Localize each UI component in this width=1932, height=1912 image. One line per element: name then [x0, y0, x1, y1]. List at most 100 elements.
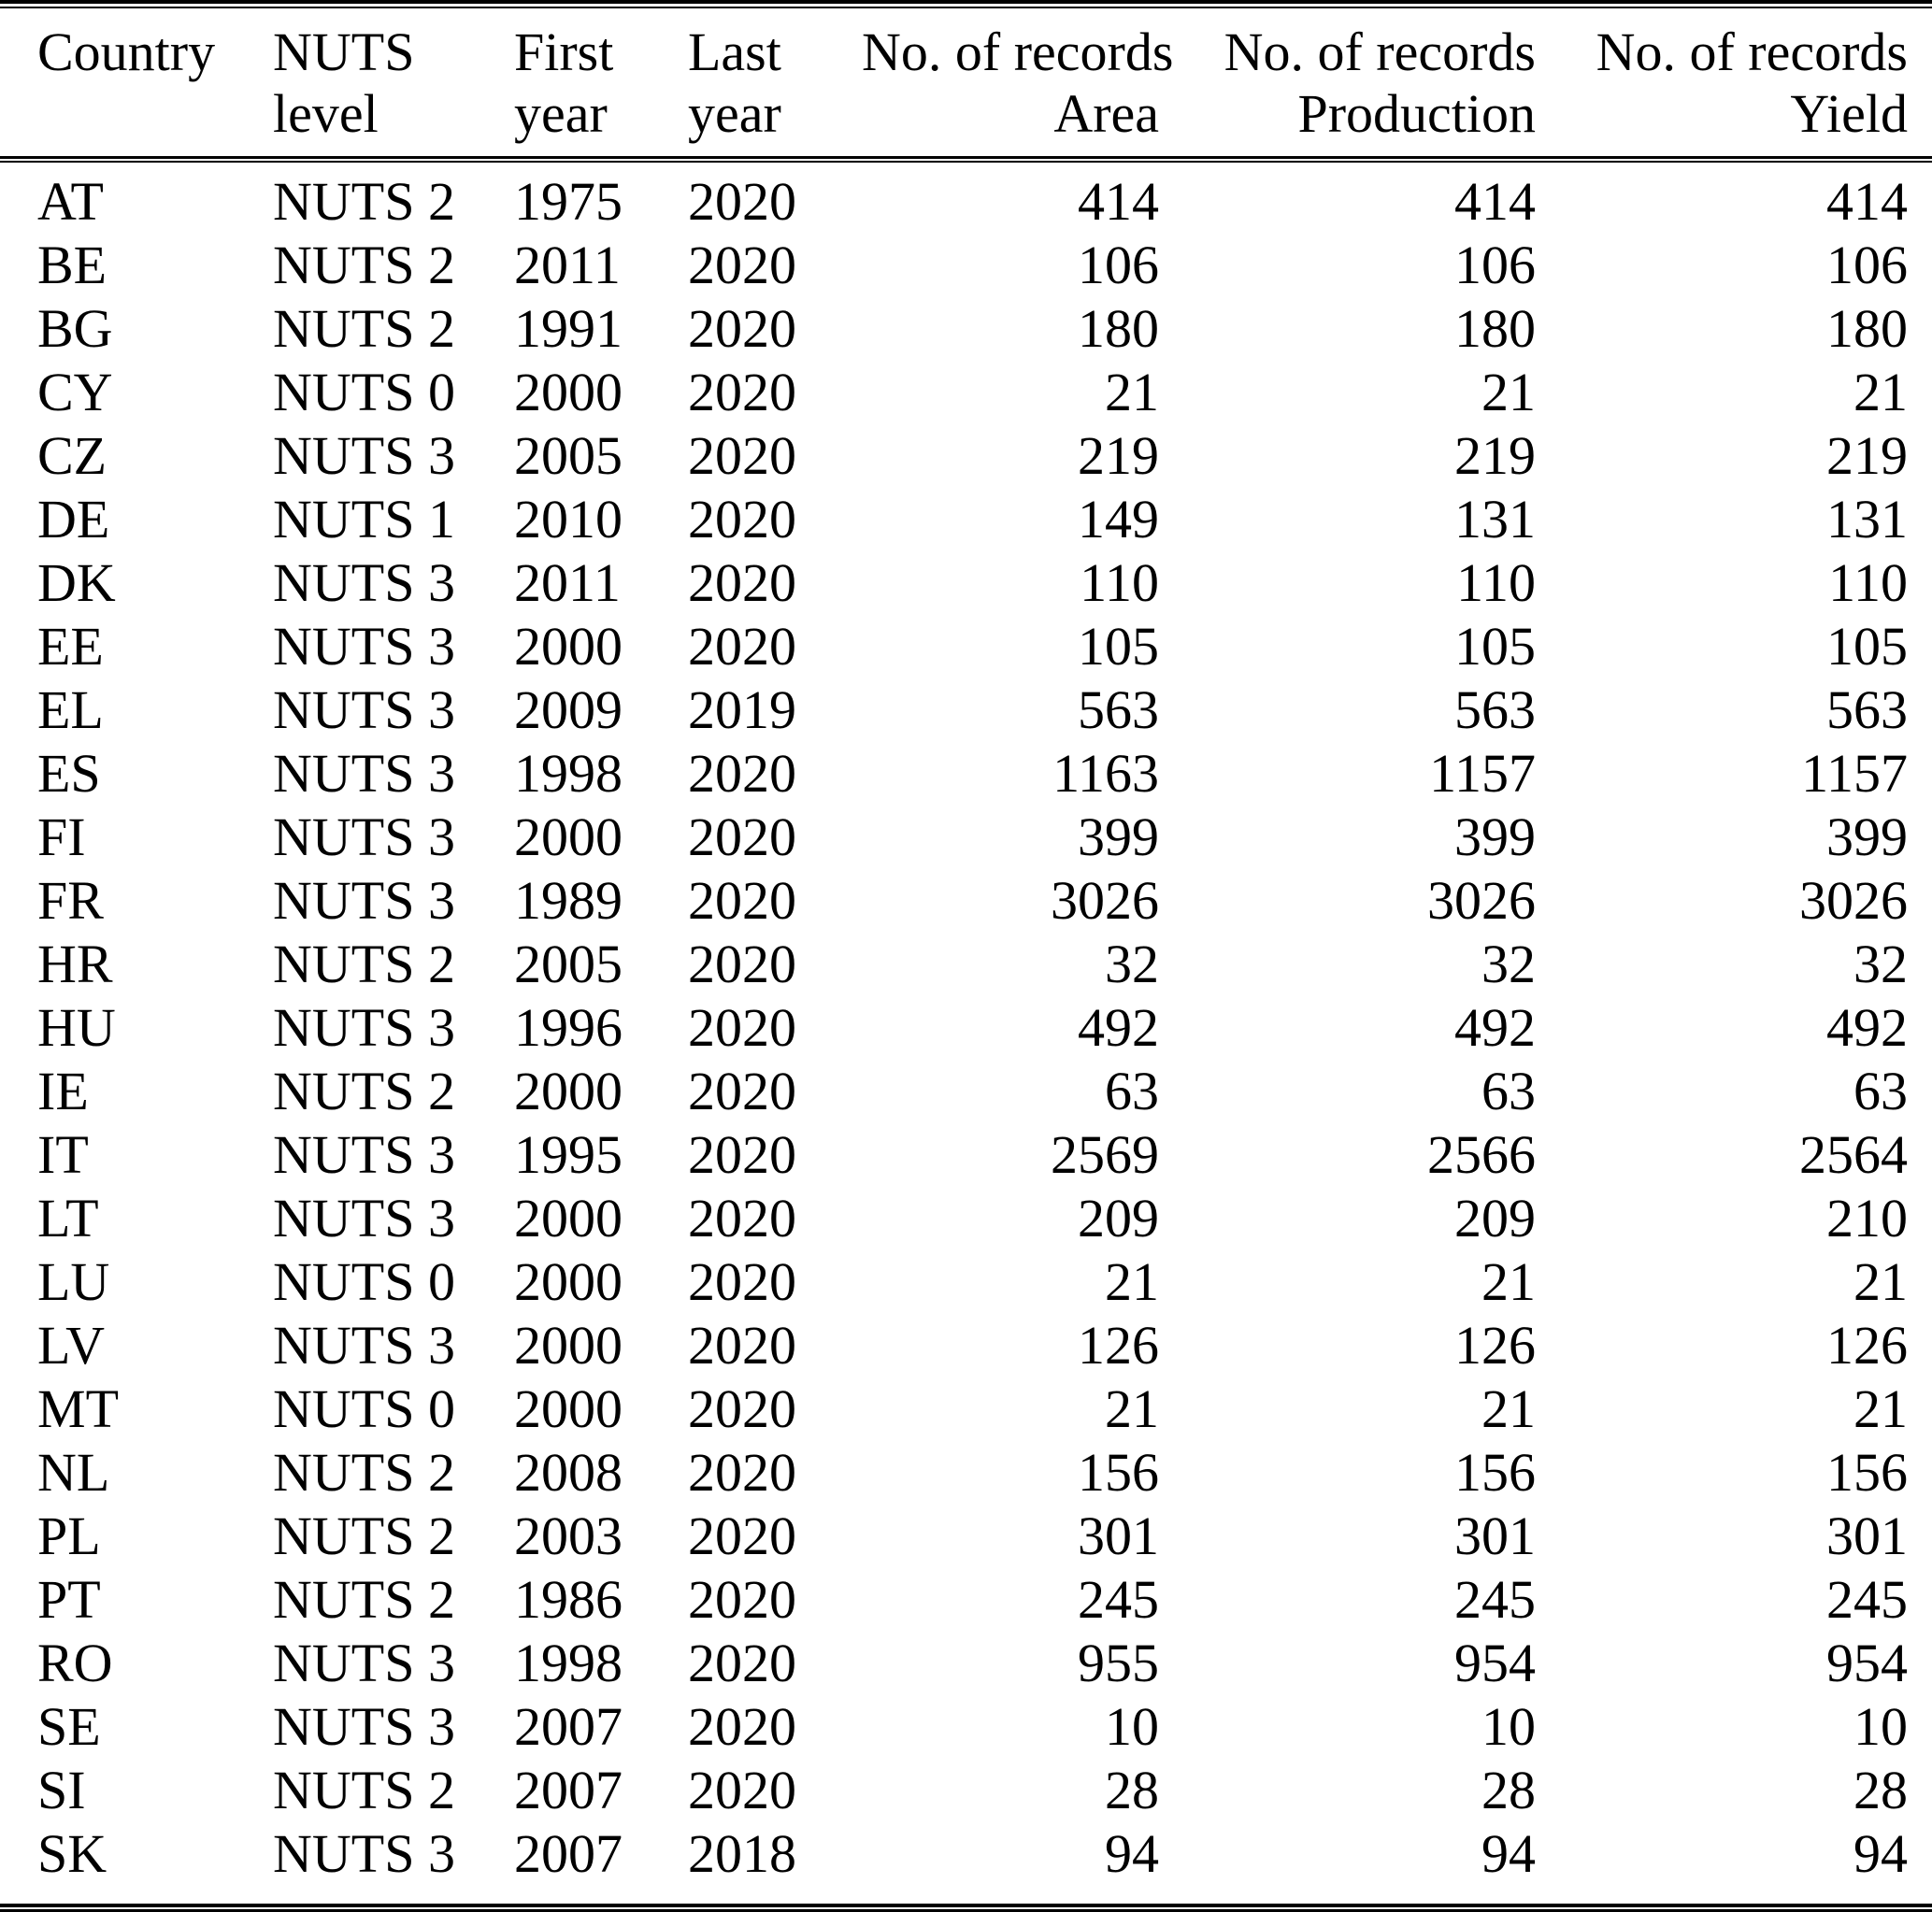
column-header-records-production: No. of records Production: [1159, 21, 1536, 145]
table-cell-records-yield: 3026: [1799, 870, 1908, 931]
table-cell-records-area: 21: [1105, 362, 1159, 422]
table-cell-country: FR: [37, 870, 104, 931]
table-cell-country: IT: [37, 1124, 89, 1185]
table-cell-records-yield: 131: [1826, 489, 1908, 549]
table-cell-records-yield: 32: [1853, 934, 1908, 994]
table-cell-records-yield: 105: [1826, 616, 1908, 677]
table-cell-country: HU: [37, 997, 116, 1058]
table-cell-country: LV: [37, 1315, 105, 1376]
table-cell-records-production: 131: [1454, 489, 1536, 549]
header-line1: Country: [37, 21, 216, 82]
header-line2: level: [273, 83, 379, 144]
table-cell-last-year: 2020: [688, 1505, 796, 1566]
table-cell-first-year: 2011: [514, 552, 621, 613]
table-cell-records-yield: 10: [1853, 1696, 1908, 1757]
table-cell-records-production: 399: [1454, 806, 1536, 867]
table-cell-records-yield: 94: [1853, 1823, 1908, 1884]
table-row: DK NUTS 3 2011 2020 110 110 110: [0, 551, 1932, 615]
column-header-last-year: Last year: [688, 21, 862, 145]
table-cell-records-production: 3026: [1427, 870, 1536, 931]
table-cell-country: HR: [37, 934, 113, 994]
header-line2: Area: [1053, 83, 1159, 144]
table-cell-nuts-level: NUTS 3: [273, 1315, 455, 1376]
table-cell-records-area: 414: [1078, 171, 1159, 232]
table-cell-records-production: 492: [1454, 997, 1536, 1058]
table-row: CZ NUTS 3 2005 2020 219 219 219: [0, 424, 1932, 488]
table-cell-nuts-level: NUTS 3: [273, 806, 455, 867]
header-line2: year: [514, 83, 608, 144]
table-cell-records-yield: 219: [1826, 425, 1908, 486]
table-cell-records-area: 126: [1078, 1315, 1159, 1376]
table-cell-records-area: 245: [1078, 1569, 1159, 1630]
table-cell-records-area: 1163: [1052, 743, 1159, 804]
header-line1: Last: [688, 21, 781, 82]
table-cell-last-year: 2020: [688, 743, 796, 804]
table-cell-records-yield: 106: [1826, 235, 1908, 295]
table-cell-first-year: 2000: [514, 1188, 623, 1249]
table-cell-last-year: 2018: [688, 1823, 796, 1884]
table-cell-nuts-level: NUTS 2: [273, 1442, 455, 1503]
table-cell-records-production: 105: [1454, 616, 1536, 677]
table-cell-country: AT: [37, 171, 104, 232]
table-row: FR NUTS 3 1989 2020 3026 3026 3026: [0, 869, 1932, 933]
table-cell-first-year: 1991: [514, 298, 623, 359]
table-row: BE NUTS 2 2011 2020 106 106 106: [0, 234, 1932, 297]
table-cell-records-yield: 954: [1826, 1633, 1908, 1693]
table-cell-records-production: 32: [1481, 934, 1536, 994]
table-cell-records-production: 21: [1481, 362, 1536, 422]
header-line1: First: [514, 21, 614, 82]
table-cell-first-year: 2008: [514, 1442, 623, 1503]
table-cell-records-production: 63: [1481, 1061, 1536, 1121]
table-cell-records-production: 954: [1454, 1633, 1536, 1693]
table-cell-first-year: 2005: [514, 425, 623, 486]
table-cell-records-yield: 414: [1826, 171, 1908, 232]
table-cell-records-area: 301: [1078, 1505, 1159, 1566]
table-cell-nuts-level: NUTS 3: [273, 1633, 455, 1693]
table-cell-records-yield: 245: [1826, 1569, 1908, 1630]
table-cell-nuts-level: NUTS 2: [273, 298, 455, 359]
table-cell-last-year: 2020: [688, 425, 796, 486]
table-cell-country: SK: [37, 1823, 107, 1884]
table-cell-records-production: 209: [1454, 1188, 1536, 1249]
table-top-rule: [0, 0, 1932, 8]
table-cell-first-year: 1995: [514, 1124, 623, 1185]
table-cell-country: SI: [37, 1760, 86, 1820]
table-cell-records-production: 219: [1454, 425, 1536, 486]
table-cell-nuts-level: NUTS 3: [273, 1696, 455, 1757]
table-cell-last-year: 2020: [688, 997, 796, 1058]
table-cell-records-production: 156: [1454, 1442, 1536, 1503]
table-cell-last-year: 2020: [688, 1696, 796, 1757]
table-row: PT NUTS 2 1986 2020 245 245 245: [0, 1568, 1932, 1632]
table-cell-last-year: 2020: [688, 1442, 796, 1503]
table-header-rule: [0, 156, 1932, 163]
table-cell-records-area: 94: [1105, 1823, 1159, 1884]
table-cell-records-yield: 126: [1826, 1315, 1908, 1376]
header-line1: No. of records: [1596, 21, 1908, 82]
table-cell-country: CY: [37, 362, 113, 422]
table-cell-first-year: 2007: [514, 1696, 623, 1757]
table-cell-records-area: 156: [1078, 1442, 1159, 1503]
table-cell-nuts-level: NUTS 2: [273, 171, 455, 232]
table-cell-records-production: 21: [1481, 1251, 1536, 1312]
table-cell-first-year: 2000: [514, 806, 623, 867]
table-cell-records-yield: 210: [1826, 1188, 1908, 1249]
table-cell-records-production: 28: [1481, 1760, 1536, 1820]
table-cell-records-yield: 1157: [1801, 743, 1908, 804]
table-row: SI NUTS 2 2007 2020 28 28 28: [0, 1759, 1932, 1822]
table-header-row: Country NUTS level First year Last year …: [0, 8, 1932, 156]
table-cell-country: CZ: [37, 425, 107, 486]
table-cell-records-yield: 110: [1828, 552, 1908, 613]
table-cell-last-year: 2020: [688, 298, 796, 359]
table-cell-country: LU: [37, 1251, 110, 1312]
table-cell-nuts-level: NUTS 3: [273, 1124, 455, 1185]
table-cell-records-yield: 21: [1853, 362, 1908, 422]
table-cell-first-year: 2011: [514, 235, 621, 295]
table-cell-nuts-level: NUTS 3: [273, 997, 455, 1058]
table-cell-records-area: 106: [1078, 235, 1159, 295]
table-cell-records-production: 301: [1454, 1505, 1536, 1566]
table-body: AT NUTS 2 1975 2020 414 414 414 BE NUTS 2 2011 202…: [0, 163, 1932, 1886]
column-header-nuts-level: NUTS level: [273, 21, 514, 145]
table-cell-nuts-level: NUTS 2: [273, 1505, 455, 1566]
table-cell-country: DK: [37, 552, 116, 613]
